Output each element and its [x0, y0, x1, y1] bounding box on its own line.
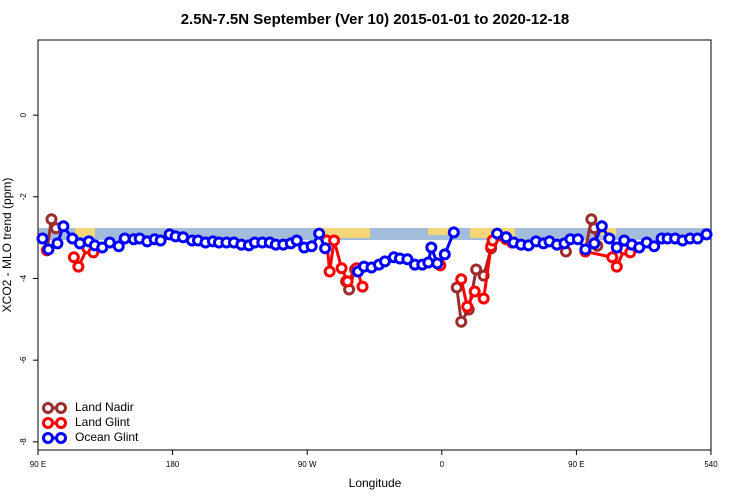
point — [477, 292, 490, 305]
point — [328, 234, 341, 247]
point — [470, 263, 483, 276]
point — [401, 253, 414, 266]
point — [313, 227, 326, 240]
x-tick-label: 0 — [440, 460, 445, 469]
legend-marker — [55, 432, 67, 444]
land-patch — [322, 228, 370, 238]
x-axis-label: Longitude — [349, 476, 402, 490]
point — [341, 275, 354, 288]
legend-label: Ocean Glint — [75, 430, 139, 444]
x-tick-label: 90 E — [568, 460, 584, 469]
point — [603, 232, 616, 245]
x-tick-label: 180 — [166, 460, 180, 469]
point — [648, 240, 661, 253]
y-tick-label: -8 — [19, 438, 28, 446]
point — [455, 315, 468, 328]
point — [72, 260, 85, 273]
land-patch — [598, 228, 616, 235]
point — [57, 220, 70, 233]
point — [154, 234, 167, 247]
point — [588, 237, 601, 250]
point — [323, 265, 336, 278]
point — [305, 240, 318, 253]
point — [610, 260, 623, 273]
y-tick-label: -4 — [19, 274, 28, 282]
legend-marker — [42, 417, 54, 429]
y-tick-label: -6 — [19, 356, 28, 364]
point — [500, 231, 513, 244]
land-patch — [75, 228, 95, 237]
point — [290, 234, 303, 247]
point — [438, 248, 451, 261]
point — [595, 220, 608, 233]
point — [610, 241, 623, 254]
point — [571, 233, 584, 246]
y-tick-label: -2 — [19, 193, 28, 201]
y-tick-label: 0 — [19, 112, 28, 117]
legend-marker — [55, 402, 67, 414]
point — [691, 232, 704, 245]
legend-label: Land Glint — [75, 415, 130, 429]
point — [112, 240, 125, 253]
point — [579, 243, 592, 256]
point — [378, 255, 391, 268]
point — [356, 280, 369, 293]
point — [431, 257, 444, 270]
legend-marker — [42, 432, 54, 444]
point — [335, 262, 348, 275]
point — [45, 213, 58, 226]
point — [319, 242, 332, 255]
point — [67, 251, 80, 264]
land-patch — [428, 228, 452, 235]
x-tick-label: 90 E — [30, 460, 46, 469]
plot-frame — [37, 39, 712, 451]
point — [468, 285, 481, 298]
x-tick-label: 540 — [704, 460, 718, 469]
point — [51, 237, 64, 250]
point — [700, 228, 713, 241]
y-axis-label: XCO2 - MLO trend (ppm) — [0, 178, 14, 313]
point — [606, 251, 619, 264]
legend-marker — [42, 402, 54, 414]
chart-title: 2.5N-7.5N September (Ver 10) 2015-01-01 … — [181, 11, 570, 28]
series-line — [72, 237, 631, 312]
point — [447, 226, 460, 239]
x-tick-label: 90 W — [298, 460, 317, 469]
point — [425, 241, 438, 254]
point — [36, 232, 49, 245]
legend-label: Land Nadir — [75, 400, 134, 414]
point — [455, 273, 468, 286]
legend-marker — [55, 417, 67, 429]
point — [42, 243, 55, 256]
point — [461, 300, 474, 313]
